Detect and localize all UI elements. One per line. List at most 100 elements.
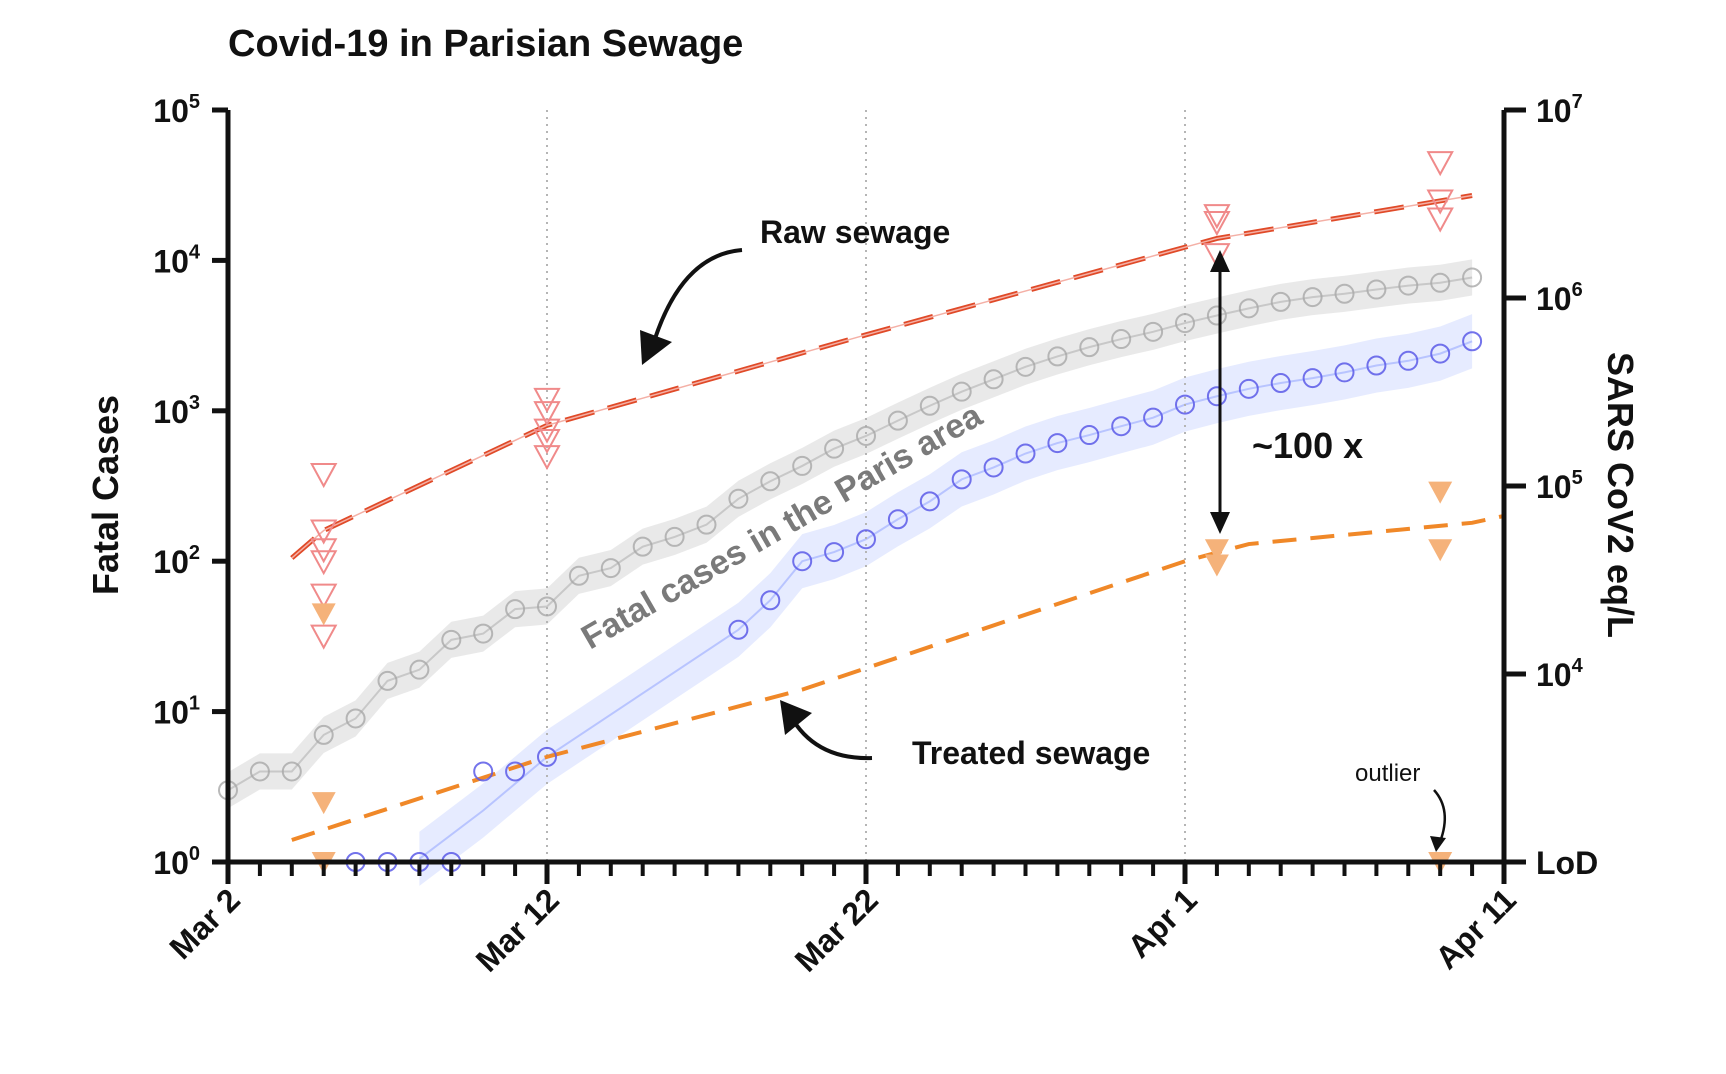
y-tick-label-left-exp: 5	[189, 91, 200, 113]
data-point	[281, 761, 302, 782]
y-tick-label-left-exp: 3	[189, 392, 200, 414]
data-point	[1079, 425, 1100, 446]
data-point	[1015, 443, 1036, 464]
confidence-bands	[227, 259, 1473, 886]
data-point	[1238, 378, 1259, 399]
y-axis-label-left: Fatal Cases	[85, 395, 126, 595]
blue-series-band	[419, 314, 1473, 886]
y-tick-label-left-exp: 1	[189, 693, 200, 715]
data-point	[441, 629, 462, 650]
data-point	[919, 395, 940, 416]
data-point	[1428, 481, 1453, 504]
y-tick-label-right-exp: 5	[1572, 467, 1583, 489]
data-point	[1203, 211, 1231, 237]
y-tick-label-right: 106	[1536, 279, 1583, 317]
data-point	[1334, 283, 1355, 304]
data-point	[1143, 407, 1164, 428]
data-point	[377, 670, 398, 691]
y-tick-label-left: 102	[153, 542, 200, 580]
annotation-raw-sewage: Raw sewage	[760, 214, 950, 250]
data-point	[310, 624, 338, 650]
data-point	[1238, 298, 1259, 319]
data-point	[760, 471, 781, 492]
data-point	[760, 590, 781, 611]
data-point	[537, 596, 557, 617]
data-point	[951, 381, 972, 402]
treated-sewage-fit	[291, 513, 1505, 842]
data-point	[505, 761, 526, 782]
annotation-outlier: outlier	[1355, 760, 1420, 787]
chart-title: Covid-19 in Parisian Sewage	[228, 23, 743, 65]
data-point	[792, 455, 813, 476]
y-tick-label-right: 105	[1536, 467, 1583, 505]
data-point	[1206, 386, 1227, 407]
treated-sewage-arrow	[788, 714, 873, 761]
data-point	[310, 519, 338, 545]
data-point	[1175, 394, 1195, 415]
x-tick-label: Mar 22	[788, 881, 885, 978]
outlier-arrowhead	[1430, 836, 1446, 852]
ratio-arrowhead-top	[1210, 250, 1230, 272]
data-point	[1366, 355, 1387, 376]
ratio-arrowhead-bottom	[1210, 512, 1230, 534]
data-point	[1426, 189, 1454, 215]
data-point	[664, 526, 685, 547]
data-point	[1203, 204, 1231, 230]
x-tick-label: Apr 1	[1121, 881, 1204, 964]
y-tick-label-right-exp: 7	[1572, 91, 1583, 113]
data-point	[1203, 243, 1231, 269]
data-point	[1302, 368, 1323, 389]
data-point	[1111, 329, 1132, 350]
data-point	[696, 514, 717, 535]
data-point	[1143, 321, 1164, 342]
data-point	[568, 565, 589, 586]
axes	[212, 107, 1526, 884]
data-point	[983, 457, 1004, 478]
data-point	[887, 509, 908, 530]
data-point	[600, 558, 621, 579]
data-point	[1398, 350, 1419, 371]
data-point	[310, 550, 338, 576]
y-tick-label-left: 105	[153, 91, 200, 129]
data-point	[1462, 267, 1483, 288]
y-tick-label-right: 104	[1536, 655, 1584, 693]
x-tick-label: Mar 12	[469, 881, 566, 978]
y-tick-label-right-exp: 4	[1572, 655, 1584, 677]
data-point	[1047, 346, 1068, 367]
annotation-treated-sewage: Treated sewage	[912, 735, 1150, 771]
x-tick-label: Mar 2	[162, 881, 247, 966]
data-point	[1204, 539, 1229, 562]
y-tick-label-left-exp: 4	[189, 241, 201, 263]
data-point	[1270, 291, 1291, 312]
data-point	[533, 428, 561, 455]
data-point	[824, 542, 845, 563]
data-point	[1206, 305, 1227, 326]
data-point	[1111, 416, 1132, 437]
y-tick-label-left: 100	[153, 843, 200, 881]
y-tick-label-right-exp: 6	[1572, 279, 1583, 301]
y-tick-label-left: 103	[153, 392, 200, 430]
raw-sewage-fit-inner	[291, 194, 1473, 559]
data-point	[632, 536, 653, 557]
data-point	[1015, 356, 1036, 377]
y-tick-label-left-exp: 2	[189, 542, 200, 564]
data-points	[218, 151, 1483, 874]
x-tick-label: Apr 11	[1428, 881, 1523, 976]
data-point	[1430, 343, 1451, 364]
data-point	[311, 792, 336, 815]
data-point	[1204, 554, 1229, 577]
blue-series-line	[418, 340, 1473, 860]
data-point	[1366, 279, 1387, 300]
data-point	[824, 438, 845, 459]
data-point	[1175, 313, 1195, 334]
y-tick-label-left: 104	[153, 241, 201, 279]
data-point	[1047, 433, 1068, 454]
data-point	[533, 387, 561, 413]
data-point	[1428, 539, 1453, 562]
data-point	[1079, 337, 1100, 358]
data-point	[473, 761, 494, 782]
data-point	[1270, 373, 1291, 394]
data-point	[537, 746, 557, 767]
data-point	[345, 708, 366, 729]
